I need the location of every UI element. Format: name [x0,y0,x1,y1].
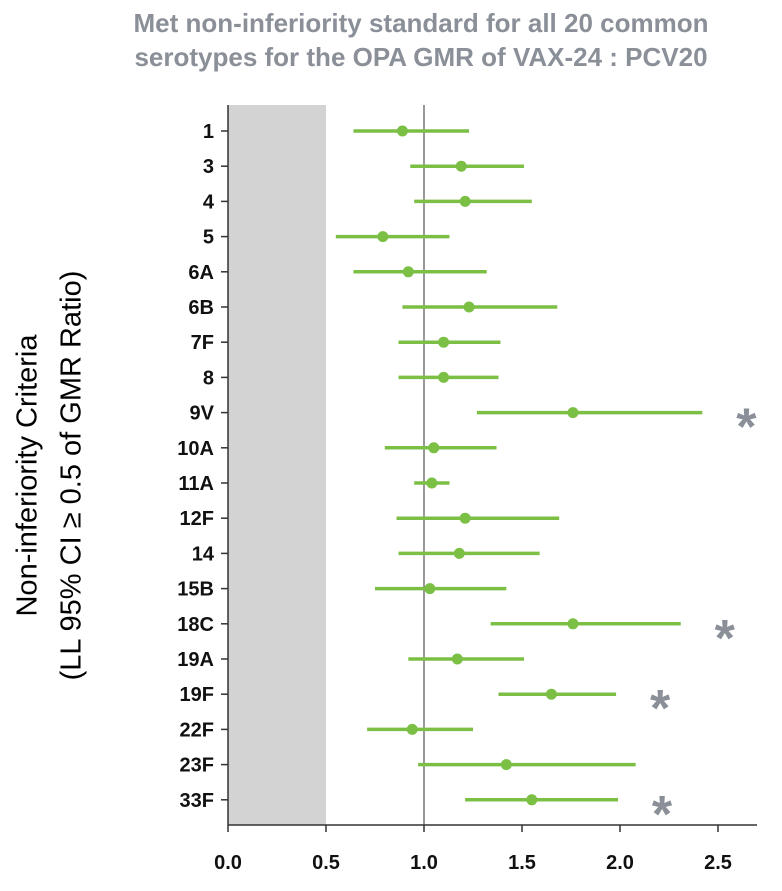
gmr-point [526,794,538,806]
gmr-point [459,195,471,207]
gmr-point [451,653,463,665]
gmr-point [455,160,467,172]
gmr-point [424,583,436,595]
gmr-point [402,266,414,278]
gmr-point [438,371,450,383]
category-label: 5 [203,227,214,249]
significance-asterisk: * [736,399,757,457]
category-label: 33F [180,790,214,812]
gmr-point [567,407,579,419]
category-label: 1 [203,121,214,143]
significance-asterisk: * [650,680,671,738]
category-label: 14 [192,543,215,565]
chart-title-line-2: serotypes for the OPA GMR of VAX-24 : PC… [134,42,708,72]
category-label: 10A [177,438,214,460]
x-tick-label: 0.5 [312,852,340,874]
category-label: 12F [180,508,214,530]
category-label: 3 [203,156,214,178]
category-label: 9V [190,403,215,425]
category-label: 23F [180,755,214,777]
gmr-point [377,231,389,243]
x-tick-label: 2.0 [606,852,634,874]
category-label: 15B [177,579,214,601]
category-label: 19F [180,684,214,706]
x-tick-label: 2.5 [704,852,732,874]
category-label: 4 [203,191,215,213]
gmr-point [545,688,557,700]
gmr-point [453,547,465,559]
gmr-point [428,442,440,454]
shaded-region [228,105,326,825]
chart-title: Met non-inferiority standard for all 20 … [60,6,782,74]
x-tick-label: 1.0 [410,852,438,874]
chart-title-line-1: Met non-inferiority standard for all 20 … [133,8,709,38]
category-label: 11A [178,473,214,495]
gmr-point [459,512,471,524]
x-tick-label: 1.5 [508,852,536,874]
significance-asterisk: * [715,610,736,668]
gmr-point [438,336,450,348]
gmr-point [463,301,475,313]
category-label: 7F [191,332,214,354]
category-label: 18C [177,614,214,636]
category-label: 22F [180,719,214,741]
significance-asterisk: * [652,786,673,844]
gmr-point [406,723,418,735]
category-label: 19A [177,649,214,671]
gmr-point [500,759,512,771]
gmr-point [567,618,579,630]
gmr-point [426,477,438,489]
x-tick-label: 0.0 [214,852,242,874]
category-label: 6B [188,297,214,319]
category-label: 8 [203,367,214,389]
category-label: 6A [188,262,214,284]
gmr-point [396,125,408,137]
